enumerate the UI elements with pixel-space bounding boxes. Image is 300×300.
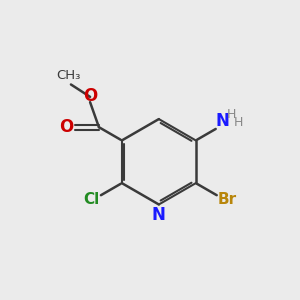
Text: Cl: Cl <box>83 192 99 207</box>
Text: CH₃: CH₃ <box>56 69 80 82</box>
Text: O: O <box>83 87 97 105</box>
Text: Br: Br <box>218 192 237 207</box>
Text: N: N <box>215 112 229 130</box>
Text: H: H <box>234 116 243 129</box>
Text: H: H <box>226 108 236 121</box>
Text: O: O <box>59 118 74 136</box>
Text: N: N <box>152 206 166 224</box>
